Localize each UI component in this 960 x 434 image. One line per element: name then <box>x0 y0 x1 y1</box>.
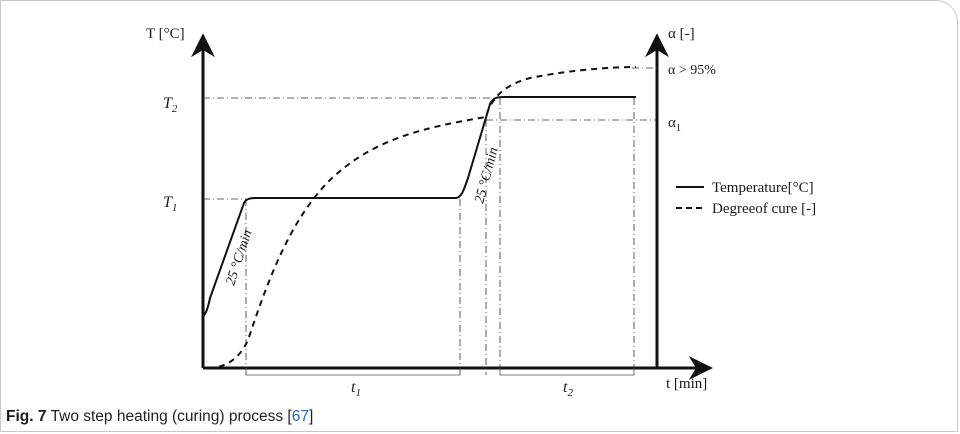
t2-label: T2 <box>163 95 178 115</box>
legend-temperature-label: Temperature[°C] <box>712 180 814 196</box>
time1-label: t1 <box>351 379 361 399</box>
rate-label-1: 25 °C/min <box>224 228 256 287</box>
alpha95-label: α > 95% <box>668 63 716 78</box>
t2-bracket <box>499 368 635 376</box>
left-axis-label: T [°C] <box>146 26 185 42</box>
t1-bracket <box>245 368 461 376</box>
cure-curve <box>207 66 637 369</box>
right-axis-label: α [-] <box>668 26 695 42</box>
caption-close: ] <box>309 408 314 425</box>
time2-label: t2 <box>563 379 573 399</box>
caption-text: Two step heating (curing) process [ <box>50 408 292 425</box>
figure-caption: Fig. 7 Two step heating (curing) process… <box>6 408 313 430</box>
rate-label-2: 25 °C/min <box>472 146 501 205</box>
alpha1-label: α1 <box>668 115 681 134</box>
figure-number: Fig. 7 <box>6 408 47 425</box>
reference-link[interactable]: 67 <box>291 408 309 425</box>
t1-label: T1 <box>163 194 177 214</box>
x-axis-label: t [min] <box>666 376 707 392</box>
legend-cure-label: Degreeof cure [-] <box>712 201 816 217</box>
legend: Temperature[°C] Degreeof cure [-] <box>676 180 816 217</box>
